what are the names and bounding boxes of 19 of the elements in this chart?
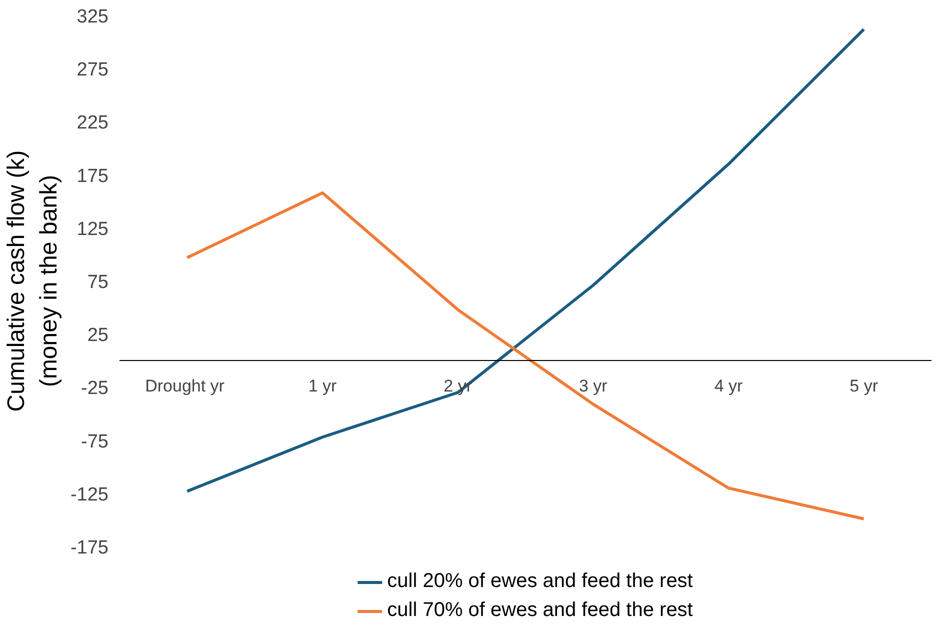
- y-tick-label: -175: [70, 538, 109, 558]
- y-tick-label: 275: [76, 60, 108, 81]
- y-tick-label: 25: [87, 325, 109, 346]
- y-tick-label: -125: [70, 484, 109, 506]
- legend-label: cull 70% of ewes and feed the rest: [387, 599, 693, 622]
- y-tick-label: 225: [76, 112, 108, 134]
- legend-label: cull 20% of ewes and feed the rest: [387, 570, 693, 593]
- y-tick-label: -25: [81, 378, 109, 400]
- x-tick-label: 5 yr: [850, 376, 878, 396]
- x-tick-label: Drought yr: [145, 376, 225, 396]
- y-tick-label: 325: [76, 6, 108, 28]
- y-tick-label: -75: [81, 431, 109, 452]
- y-axis-title: Cumulative cash flow (k) (money in the bank): [3, 150, 62, 412]
- y-tick-label: 175: [76, 166, 108, 187]
- x-tick-label: 1 yr: [308, 376, 338, 396]
- x-tick-label: 3 yr: [578, 376, 608, 396]
- y-tick-label: 75: [87, 272, 109, 293]
- x-tick-label: 4 yr: [714, 376, 744, 396]
- y-tick-label: 125: [76, 218, 108, 240]
